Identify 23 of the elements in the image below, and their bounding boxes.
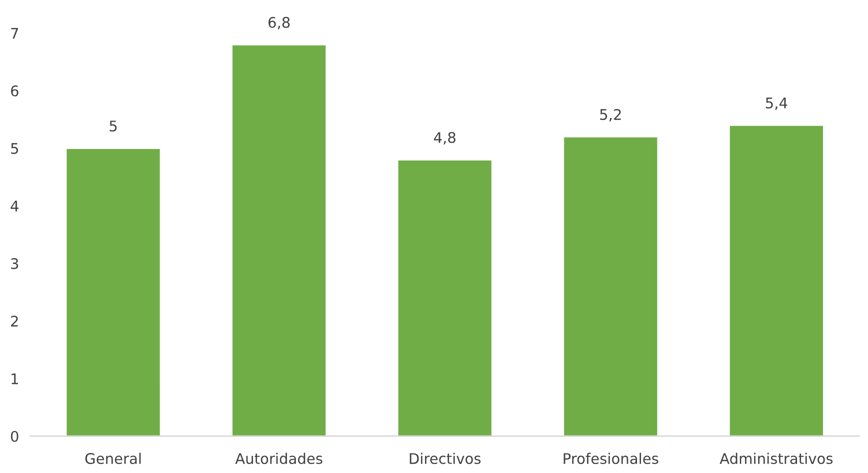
y-tick-label: 2 (11, 316, 18, 327)
bar (562, 136, 659, 436)
data-label: 4,8 (434, 132, 456, 145)
bar (728, 124, 824, 436)
data-label: 5,2 (600, 108, 621, 122)
y-tick-label: 4 (10, 200, 18, 212)
x-tick-label: Directivos (410, 452, 481, 464)
x-tick-label: Autoridades (235, 452, 322, 464)
y-tick-label: 5 (11, 143, 18, 154)
data-label: 6,8 (268, 16, 290, 30)
y-tick-label: 6 (11, 85, 18, 96)
x-tick-label: General (85, 452, 141, 464)
bar (231, 44, 328, 436)
y-tick-label: 0 (10, 430, 18, 442)
data-label: 5 (110, 120, 117, 132)
y-tick-label: 3 (11, 258, 18, 270)
x-tick-label: Administrativos (720, 452, 833, 464)
bar (396, 159, 493, 436)
y-tick-label: 7 (11, 28, 18, 39)
data-label: 5,4 (766, 98, 788, 110)
bar (65, 148, 162, 436)
y-tick-label: 1 (12, 373, 18, 384)
x-tick-label: Profesionales (564, 452, 658, 464)
